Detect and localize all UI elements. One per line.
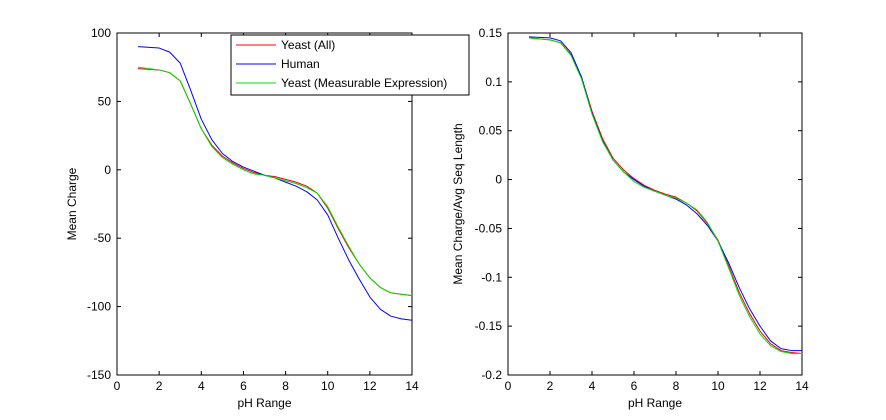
- series-line-2: [528, 37, 802, 354]
- x-tick-label: 12: [753, 379, 767, 393]
- x-tick-label: 10: [321, 379, 335, 393]
- legend-label-yeast-measurable: Yeast (Measurable Expression): [281, 76, 447, 90]
- series-group: [528, 36, 803, 354]
- y-tick-label: -0.15: [475, 319, 503, 333]
- x-tick-label: 14: [405, 379, 419, 393]
- y-tick-label: 0: [104, 163, 111, 177]
- x-tick-label: 6: [240, 379, 247, 393]
- x-tick-label: 0: [114, 379, 121, 393]
- legend: Yeast (All) Human Yeast (Measurable Expr…: [230, 34, 470, 96]
- x-tick-label: 4: [589, 379, 596, 393]
- x-tick-label: 6: [631, 379, 638, 393]
- y-tick-label: -100: [87, 300, 111, 314]
- x-tick-label: 10: [711, 379, 725, 393]
- y-tick-label: -0.2: [481, 368, 502, 382]
- series-group: [138, 46, 413, 321]
- x-tick-label: 4: [198, 379, 205, 393]
- x-tick-label: 2: [156, 379, 163, 393]
- y-tick-label: -0.1: [481, 270, 502, 284]
- y-tick-label: -150: [87, 368, 111, 382]
- legend-label-yeast-all: Yeast (All): [281, 38, 335, 52]
- series-line-1: [138, 46, 413, 321]
- y-tick-label: -50: [94, 231, 112, 245]
- x-axis-label: pH Range: [237, 396, 291, 410]
- y-axis-label: Mean Charge/Avg Seq Length: [451, 123, 465, 284]
- y-tick-label: 100: [91, 26, 111, 40]
- tick-group: 0 2 4 6 8 10 12 14 -0.2 -0.15 -0.1 -0.05 0 0.05 0.1 0.1…: [475, 26, 809, 393]
- y-tick-label: 50: [98, 94, 112, 108]
- x-tick-label: 8: [282, 379, 289, 393]
- chart-mean-charge-per-length: 0 2 4 6 8 10 12 14 -0.2 -0.15 -0.1 -0.05 0 0.05 0.1 0.1…: [451, 26, 809, 410]
- legend-label-human: Human: [281, 57, 320, 71]
- x-tick-label: 12: [363, 379, 377, 393]
- y-tick-label: 0.05: [479, 124, 503, 138]
- x-tick-label: 14: [795, 379, 809, 393]
- y-axis-label: Mean Charge: [65, 167, 79, 240]
- series-line-2: [138, 66, 413, 297]
- y-tick-label: 0.1: [485, 75, 502, 89]
- x-tick-label: 2: [547, 379, 554, 393]
- tick-group: 0 2 4 6 8 10 12 14 -150 -100 -50 0 50 100: [87, 26, 419, 393]
- x-axis-label: pH Range: [628, 396, 682, 410]
- x-tick-label: 0: [505, 379, 512, 393]
- x-tick-label: 8: [673, 379, 680, 393]
- plot-area: [507, 32, 803, 376]
- y-tick-label: 0: [495, 173, 502, 187]
- y-tick-label: 0.15: [479, 26, 503, 40]
- y-tick-label: -0.05: [475, 221, 503, 235]
- chart-mean-charge: 0 2 4 6 8 10 12 14 -150 -100 -50 0 50 100 pH Range Me…: [65, 26, 470, 410]
